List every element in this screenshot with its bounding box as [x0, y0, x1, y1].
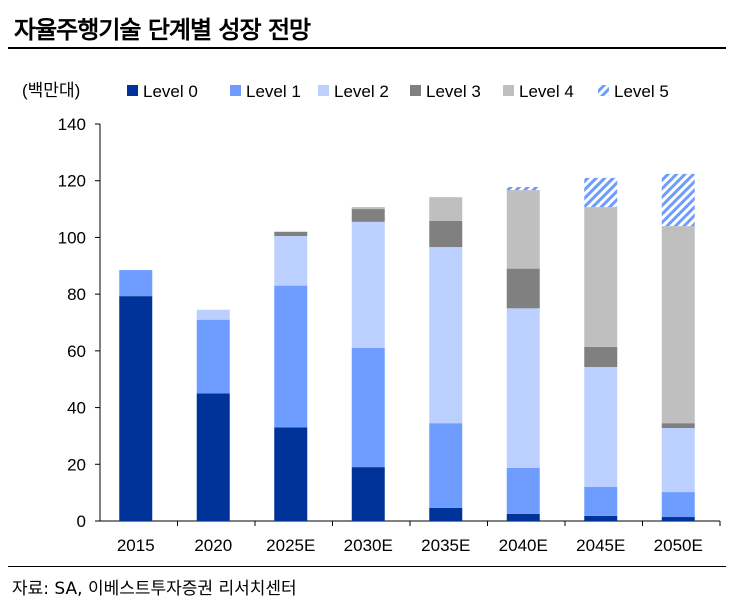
legend-label: Level 3	[426, 82, 481, 101]
bar-segment-level-0	[506, 513, 540, 521]
x-tick-label: 2030E	[344, 536, 393, 555]
bar-segment-level-5	[584, 177, 618, 208]
x-tick-label: 2020	[194, 536, 232, 555]
legend-swatch	[318, 85, 329, 96]
y-tick-label: 140	[58, 115, 86, 134]
y-tick-label: 80	[67, 285, 86, 304]
bar-segment-level-1	[351, 348, 385, 468]
bar-segment-level-1	[119, 270, 153, 297]
x-tick-label: 2045E	[576, 536, 625, 555]
legend-label: Level 5	[614, 82, 669, 101]
bar-segment-level-3	[274, 231, 308, 237]
bar-segment-level-4	[661, 226, 695, 424]
bar-segment-level-0	[119, 296, 153, 521]
bar-segment-level-5	[506, 186, 540, 191]
legend-swatch	[503, 85, 514, 96]
bar-segment-level-5	[661, 173, 695, 227]
bar-segment-level-0	[274, 427, 308, 521]
bar-segment-level-2	[506, 308, 540, 468]
bar-segment-level-3	[661, 423, 695, 428]
legend-label: Level 4	[519, 82, 574, 101]
bar-segment-level-0	[351, 467, 385, 521]
bar-segment-level-4	[584, 207, 618, 347]
legend-swatch	[410, 85, 421, 96]
bar-segment-level-0	[429, 507, 463, 521]
source-divider	[8, 566, 726, 567]
bar-segment-level-3	[584, 346, 618, 368]
legend-label: Level 0	[143, 82, 198, 101]
x-tick-label: 2040E	[499, 536, 548, 555]
legend: Level 0 Level 1 Level 2 Level 3 Level 4 Level…	[127, 82, 669, 101]
bar-segment-level-2	[351, 221, 385, 349]
bar-segment-level-0	[196, 393, 230, 521]
bar-segment-level-4	[429, 197, 463, 221]
chart-title: 자율주행기술 단계별 성장 전망	[14, 16, 311, 44]
y-tick-label: 0	[77, 512, 86, 531]
x-tick-label: 2035E	[421, 536, 470, 555]
legend-swatch	[230, 85, 241, 96]
y-axis-unit-label: (백만대)	[22, 81, 80, 100]
bar-segment-level-4	[506, 190, 540, 269]
y-tick-label: 40	[67, 399, 86, 418]
bar-segment-level-1	[429, 423, 463, 508]
legend-label: Level 2	[334, 82, 389, 101]
legend-swatch	[127, 85, 138, 96]
bar-segment-level-1	[661, 492, 695, 518]
legend-label: Level 1	[246, 82, 301, 101]
bar-segment-level-0	[661, 517, 695, 521]
bar-segment-level-3	[351, 209, 385, 222]
bar-segment-level-2	[274, 236, 308, 286]
bar-segment-level-2	[584, 367, 618, 487]
bar-segment-level-2	[429, 247, 463, 424]
bar-segment-level-2	[196, 309, 230, 320]
bar-segment-level-1	[274, 285, 308, 428]
bar-segment-level-1	[196, 319, 230, 394]
bar-segment-level-2	[661, 427, 695, 493]
bar-segment-level-3	[506, 268, 540, 309]
bar-segment-level-1	[584, 486, 618, 516]
source-note: 자료: SA, 이베스트투자증권 리서치센터	[12, 579, 297, 599]
x-tick-label: 2050E	[654, 536, 703, 555]
y-tick-label: 60	[67, 342, 86, 361]
bar-segment-level-1	[506, 467, 540, 514]
y-tick-label: 120	[58, 172, 86, 191]
x-tick-label: 2015	[117, 536, 155, 555]
bar-segment-level-0	[584, 515, 618, 521]
x-tick-label: 2025E	[266, 536, 315, 555]
bar-segment-level-3	[429, 220, 463, 248]
y-tick-label: 20	[67, 455, 86, 474]
title-divider	[8, 47, 726, 49]
bar-segment-level-4	[351, 207, 385, 210]
y-tick-label: 100	[58, 228, 86, 247]
legend-swatch	[598, 85, 609, 96]
